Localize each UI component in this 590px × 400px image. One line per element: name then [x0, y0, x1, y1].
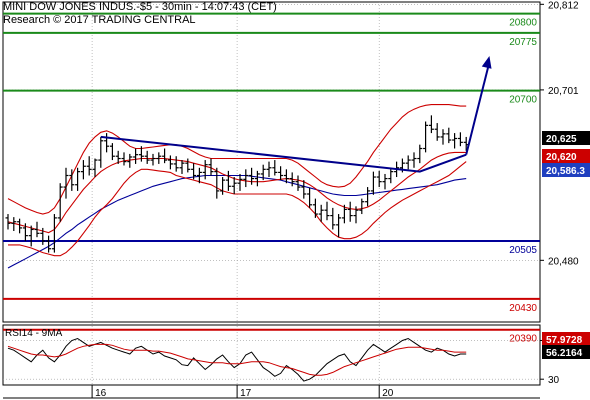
y-tick-label: 20,480 [548, 256, 579, 267]
rsi-panel-title: RSI14 - 9MA [5, 328, 63, 339]
x-tick-label: 20 [382, 388, 394, 399]
rsi-value-tag-label: 56.2164 [546, 348, 583, 359]
rsi-value-tag-box [542, 332, 590, 346]
series-line [7, 104, 467, 215]
price-panel-frame [2, 1, 541, 323]
forecast-arrow-head [481, 55, 492, 69]
level-label: 20390 [509, 334, 537, 345]
x-tick-label: 17 [240, 388, 252, 399]
rsi-value-tag-box [542, 345, 590, 359]
level-label: 20700 [509, 95, 537, 106]
level-label: 20800 [509, 18, 537, 29]
rsi-series-line [7, 343, 467, 376]
series-line [7, 151, 467, 234]
price-tag-box [542, 131, 590, 145]
level-label: 20775 [509, 37, 537, 48]
price-tag-box [542, 149, 590, 163]
level-label: 20505 [509, 245, 537, 256]
series-line [8, 161, 467, 257]
rsi-panel-frame [2, 324, 541, 386]
price-tag-label: 20,625 [546, 134, 577, 145]
price-tag-label: 20,620 [546, 152, 577, 163]
chart-title: MINI DOW JONES INDUS.-$5 - 30min - 14:07… [3, 1, 277, 13]
rsi-series-line [7, 337, 467, 382]
level-label: 20430 [509, 303, 537, 314]
forecast-arrow-shaft [465, 61, 491, 155]
y-tick-label: 20,701 [548, 86, 579, 97]
rsi-tick-label: 30 [548, 375, 560, 386]
price-tag-box [542, 163, 590, 177]
chart-subtitle: Research © 2017 TRADING CENTRAL [3, 14, 196, 26]
x-tick-label: 16 [95, 388, 107, 399]
trendline [100, 135, 467, 173]
price-tag-label: 20,586.3 [546, 166, 585, 177]
rsi-value-tag-label: 57.9728 [546, 335, 583, 346]
y-tick-label: 20,812 [548, 0, 579, 11]
